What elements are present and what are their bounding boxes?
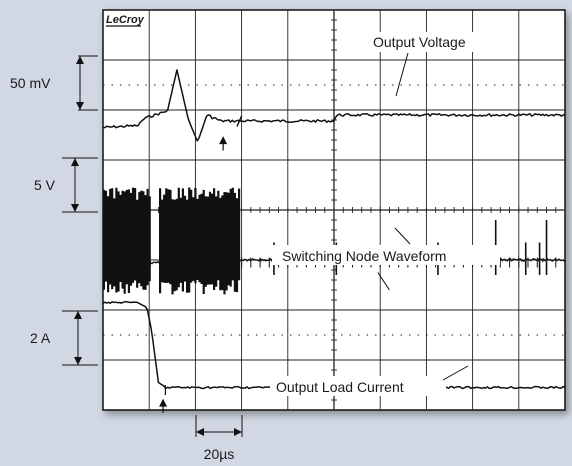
time-scale-label: 20µs: [204, 446, 235, 462]
time-scale-marker: 20µs: [195, 415, 243, 462]
event-marker-arrow: [159, 398, 168, 413]
output-load-leader: [442, 365, 469, 381]
scale-marker-output-voltage: 50 mV: [10, 55, 98, 111]
output-load-label-bg: [270, 376, 446, 396]
switching-node-leader: [394, 227, 411, 245]
switching-node-label-bg: [272, 245, 500, 265]
output-voltage-leader: [395, 52, 409, 97]
scale-marker-output-load: 2 A: [30, 310, 98, 366]
event-marker-arrow: [219, 136, 228, 151]
scale-label-output-load: 2 A: [30, 330, 51, 346]
scale-marker-switching-node: 5 V: [34, 157, 98, 213]
scale-label-switching-node: 5 V: [34, 177, 56, 193]
output-voltage-label-bg: [366, 32, 506, 52]
switching-node-marker: [377, 272, 390, 291]
trace-label-group: Output Voltage Switching Node Waveform O…: [270, 32, 506, 396]
lecroy-logo: LeCroy: [106, 14, 145, 26]
switching-node-label: Switching Node Waveform: [282, 248, 446, 264]
event-marker-arrow: [120, 271, 129, 286]
output-voltage-label: Output Voltage: [373, 34, 466, 50]
scale-label-output-voltage: 50 mV: [10, 75, 51, 91]
output-voltage-glitch: [236, 115, 243, 127]
switching-node-burst: [102, 187, 241, 295]
output-load-label: Output Load Current: [276, 379, 404, 395]
output-voltage-trace: [102, 69, 566, 142]
